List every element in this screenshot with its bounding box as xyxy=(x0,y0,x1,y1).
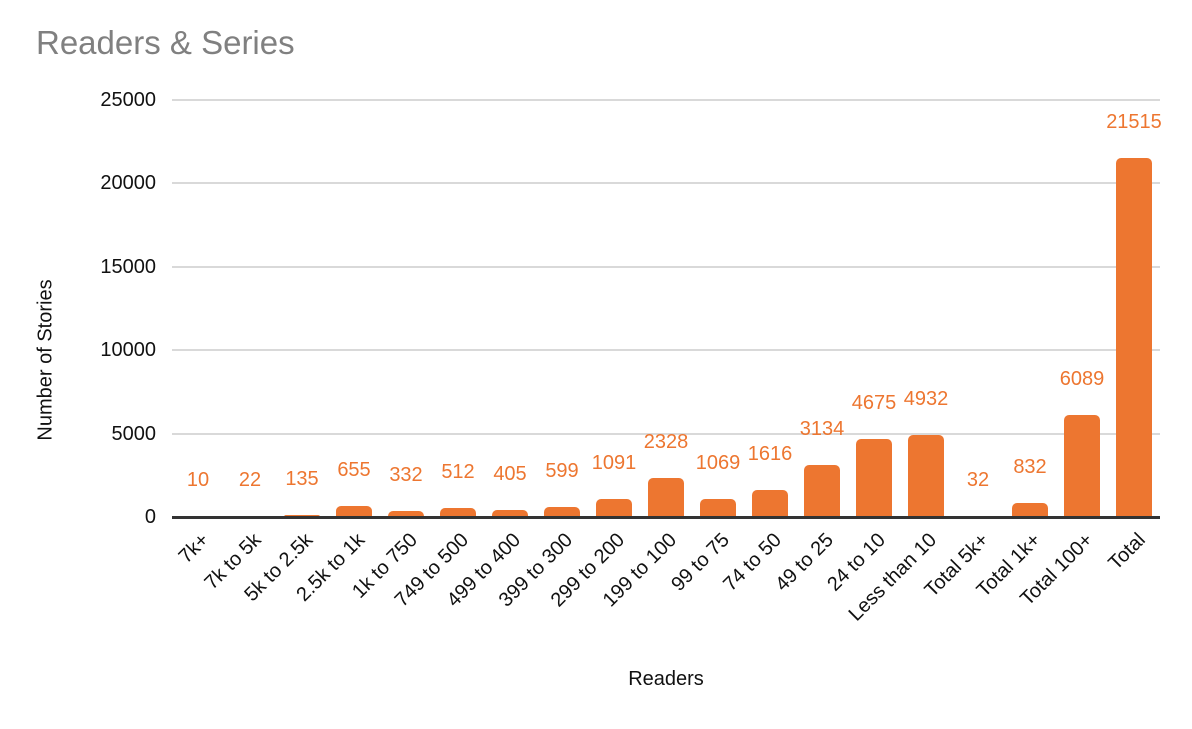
bar-value-label: 512 xyxy=(441,461,475,484)
x-axis-title: Readers xyxy=(628,668,704,690)
bar-slot: 832 Total 1k+ xyxy=(973,100,1056,602)
bar-value-label: 22 xyxy=(238,469,262,491)
bar-slot: 4675 24 to 10 xyxy=(823,100,900,596)
bar xyxy=(908,434,944,517)
bar xyxy=(492,510,528,517)
bar xyxy=(544,507,580,517)
y-axis-tick-label: 20000 xyxy=(100,172,156,195)
y-axis-tick-label: 0 xyxy=(144,506,156,528)
bar-value-label: 32 xyxy=(966,469,990,491)
x-axis-tick-label: 99 to 75 xyxy=(666,529,734,596)
bar xyxy=(804,464,840,517)
y-axis-tick-label: 25000 xyxy=(100,89,156,111)
gridline-25000 xyxy=(172,99,1160,101)
bar-slot: 135 5k to 2.5k xyxy=(241,100,328,606)
bar-slot: 655 2.5k to 1k xyxy=(293,100,380,606)
y-axis-tick-label: 15000 xyxy=(100,255,156,278)
bar-slot: 2328 199 to 100 xyxy=(599,100,692,611)
plot-area: 10 7k+ 22 7k to 5k 135 5k to 2.5k 655 2.5k to 1… xyxy=(172,99,1162,626)
bar-value-label: 332 xyxy=(389,464,423,487)
bar xyxy=(440,508,476,517)
bar-value-label: 10 xyxy=(186,469,210,491)
chart-title: Readers & Series xyxy=(36,24,295,61)
bar xyxy=(1012,503,1048,517)
y-axis-tick-label: 10000 xyxy=(100,339,156,362)
bar-value-label: 6089 xyxy=(1059,368,1105,391)
y-axis-tick-label: 5000 xyxy=(111,422,157,445)
bar-value-label: 21515 xyxy=(1106,111,1162,134)
bar xyxy=(336,506,372,517)
bar-value-label: 832 xyxy=(1013,456,1047,479)
bar xyxy=(648,478,684,517)
bar-value-label: 405 xyxy=(493,463,527,486)
bar-slot: 599 399 to 300 xyxy=(495,100,588,611)
bar xyxy=(856,439,892,517)
bar-slot: 10 7k+ xyxy=(172,100,224,568)
bar-slot: 405 499 to 400 xyxy=(443,100,536,611)
bar xyxy=(1064,415,1100,517)
bar xyxy=(752,490,788,517)
bar-value-label: 655 xyxy=(337,459,371,482)
bar-value-label: 1616 xyxy=(747,443,793,466)
bar-slot: 1091 299 to 200 xyxy=(547,100,640,612)
bar-slot: 1069 99 to 75 xyxy=(667,100,744,596)
x-axis-line xyxy=(172,515,1160,519)
bar-slot: 512 749 to 500 xyxy=(391,100,484,611)
gridline-15000 xyxy=(172,265,1160,268)
bar-slot: 6089 Total 100+ xyxy=(1016,100,1108,610)
bar-value-label: 599 xyxy=(545,460,579,483)
bar-value-label: 4675 xyxy=(851,392,897,415)
bar-value-label: 1069 xyxy=(695,452,741,475)
gridline-20000 xyxy=(172,182,1160,185)
bar-value-label: 1091 xyxy=(591,451,637,474)
bar xyxy=(596,498,632,517)
bar-slot: 32 Total 5k+ xyxy=(921,100,1004,602)
gridline-10000 xyxy=(172,349,1160,352)
bar-value-label: 4932 xyxy=(903,387,949,410)
bar-slot: 3134 49 to 25 xyxy=(771,100,848,596)
bar-slot: 1616 74 to 50 xyxy=(719,100,796,596)
bar-slot: 21515 Total xyxy=(1104,100,1162,574)
x-axis-tick-label: 7k+ xyxy=(174,529,214,568)
bar-value-label: 135 xyxy=(285,467,319,490)
gridline-5000 xyxy=(172,432,1160,435)
bar-value-label: 3134 xyxy=(799,417,845,440)
x-axis-tick-label: Total xyxy=(1104,529,1150,575)
bar-slot: 22 7k to 5k xyxy=(200,100,276,594)
bar xyxy=(1116,158,1152,517)
bar-value-label: 2328 xyxy=(643,431,689,454)
bar-slot: 4932 Less than 10 xyxy=(845,100,952,626)
bar xyxy=(388,511,424,517)
bar xyxy=(700,499,736,517)
bar-slot: 332 1k to 750 xyxy=(348,100,432,603)
